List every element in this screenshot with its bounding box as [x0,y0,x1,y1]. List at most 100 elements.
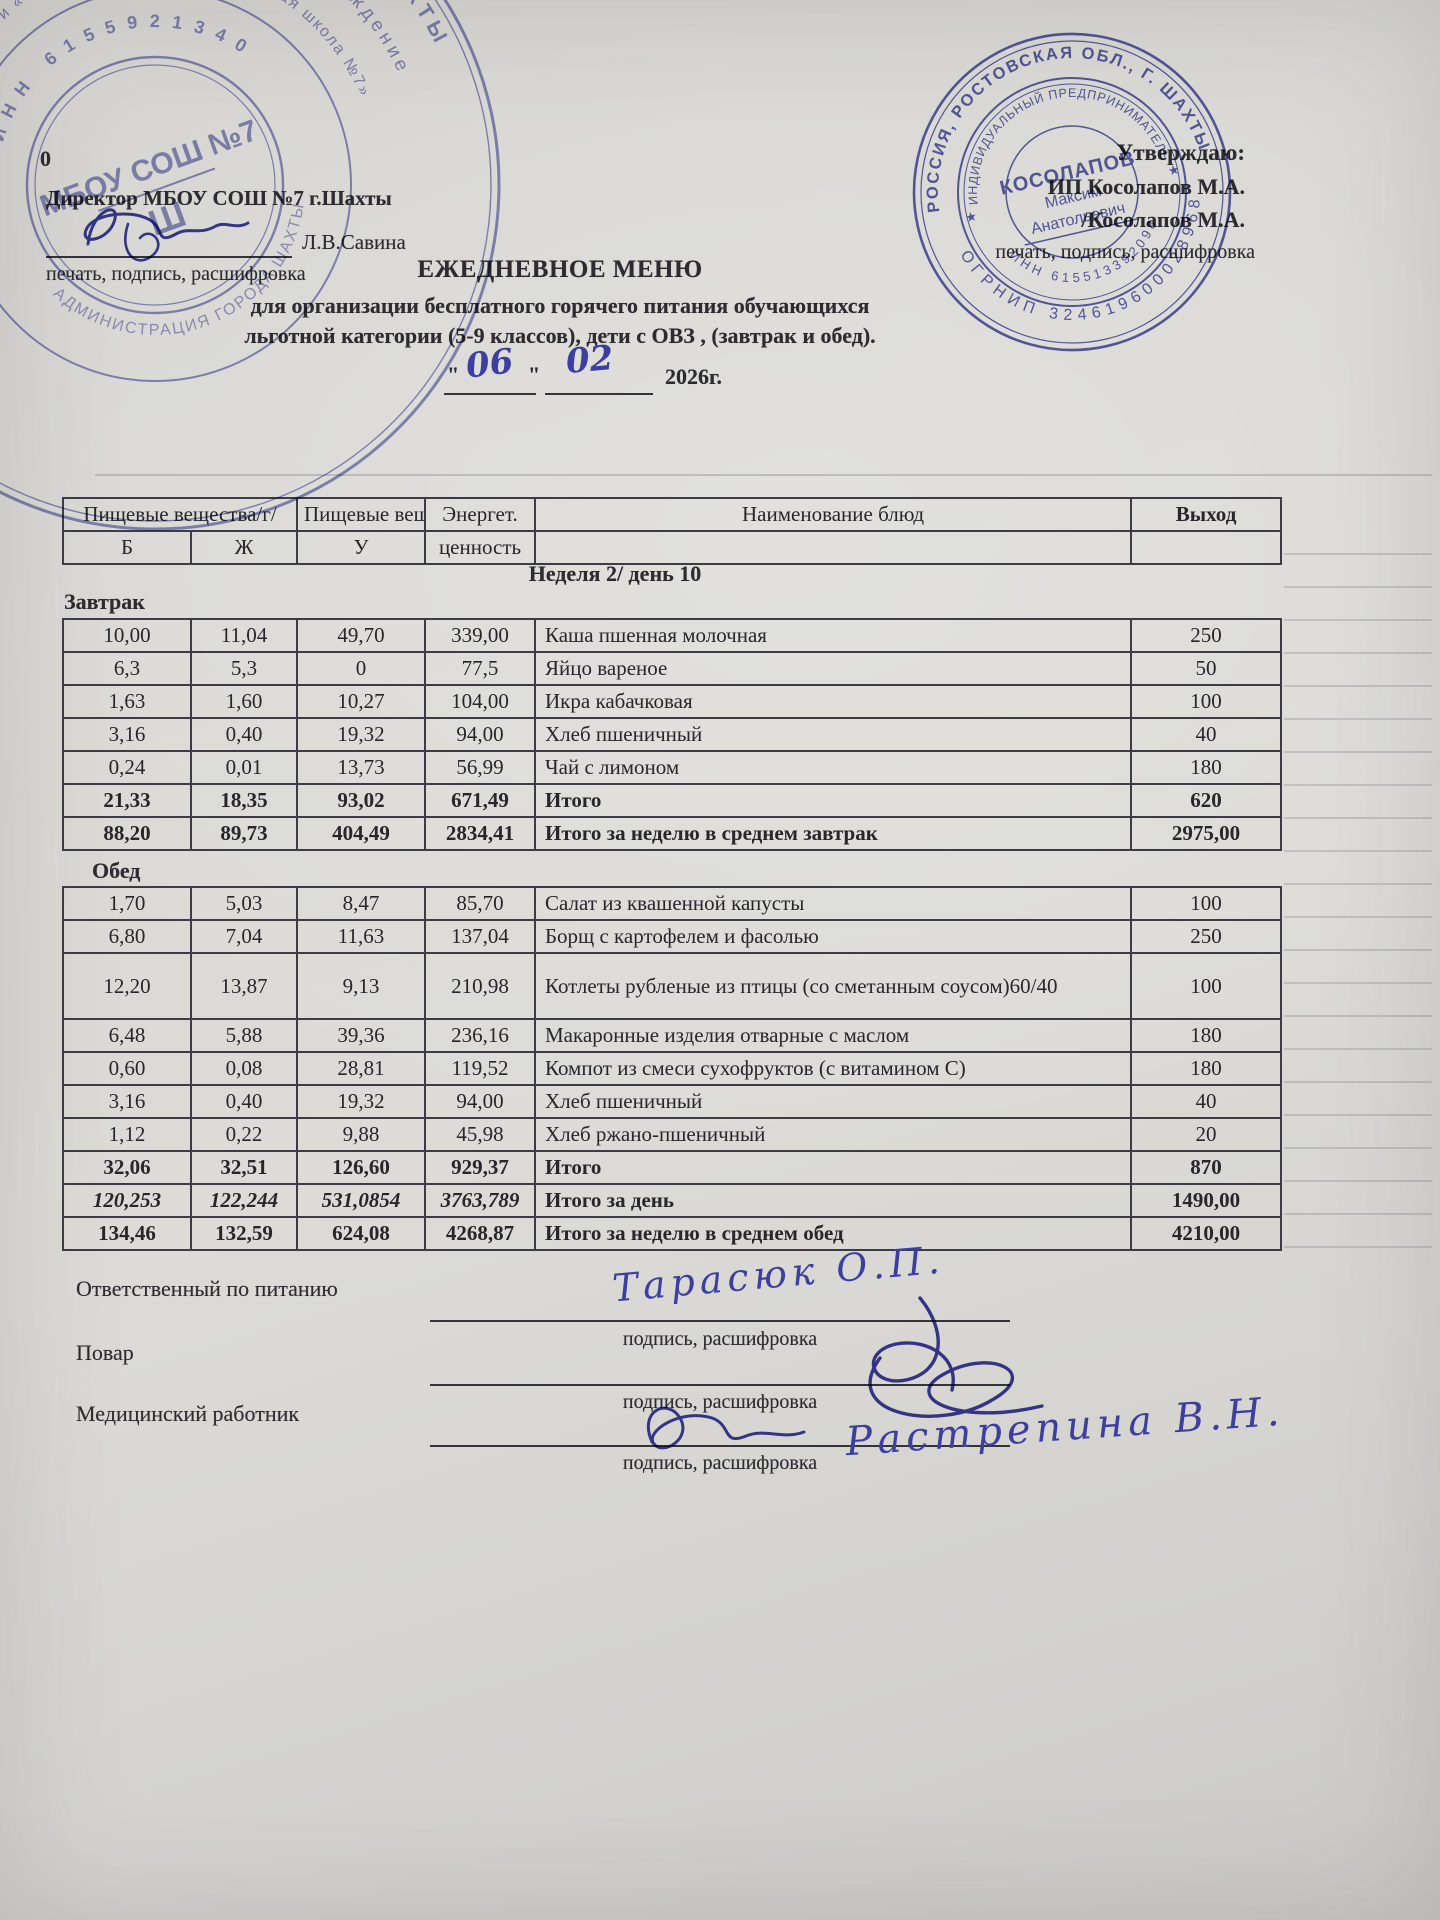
col-nutrients-cut: Пищевые вещества [296,497,427,532]
cell-fat: 0,40 [190,1084,298,1119]
table-row: 6,48 5,88 39,36 236,16 Макаронные издели… [62,1018,1282,1053]
stamp-emblem: Ш [143,193,191,244]
cell-fat: 0,08 [190,1051,298,1086]
cell-protein: 6,48 [62,1018,192,1053]
director-name: Л.В.Савина [302,230,406,254]
cell-dish-name: Салат из квашенной капусты [534,886,1132,921]
table-row: 0,60 0,08 28,81 119,52 Компот из смеси с… [62,1051,1282,1086]
cell-fat: 0,22 [190,1117,298,1152]
cell-carbs: 39,36 [296,1018,426,1053]
col-dish-empty [534,530,1133,565]
date-open-quote: " [447,362,460,387]
cell-fat: 5,3 [190,651,298,686]
doc-subtitle-2: льготной категории (5-9 классов), дети с… [244,323,876,348]
cell-protein: 0,24 [62,750,192,785]
table-row: 88,20 89,73 404,49 2834,41 Итого за неде… [62,816,1282,851]
cell-protein: 134,46 [62,1216,192,1251]
table-row: 1,63 1,60 10,27 104,00 Икра кабачковая 1… [62,684,1282,719]
cell-energy: 339,00 [424,618,536,653]
cell-protein: 88,20 [62,816,192,851]
responsible-caption: подпись, расшифровка [622,1328,818,1350]
date-close-quote: " [528,362,541,387]
cell-protein: 1,63 [62,684,192,719]
cell-energy: 137,04 [424,919,536,954]
cell-energy: 236,16 [424,1018,536,1053]
col-dish: Наименование блюд [534,497,1133,532]
cell-output: 40 [1130,717,1282,752]
cell-output: 4210,00 [1130,1216,1282,1251]
cell-protein: 0,60 [62,1051,192,1086]
approve-name-2: /Косолапов М.А. [1081,207,1245,232]
director-signature-icon [83,208,250,262]
lunch-label: Обед [92,858,141,883]
cook-caption: подпись, расшифровка [622,1391,818,1413]
cook-signature-line [430,1384,1010,1386]
cell-energy: 119,52 [424,1051,536,1086]
cell-carbs: 19,32 [296,717,426,752]
medic-signature-line [430,1445,1010,1447]
cell-fat: 11,04 [190,618,298,653]
table-row: 10,00 11,04 49,70 339,00 Каша пшенная мо… [62,618,1282,653]
cell-energy: 77,5 [424,651,536,686]
lunch-table: 1,70 5,03 8,47 85,70 Салат из квашенной … [62,886,1282,1251]
table-row: 6,3 5,3 0 77,5 Яйцо вареное 50 [62,651,1282,686]
cell-dish-name: Итого за день [534,1183,1132,1218]
cell-output: 870 [1130,1150,1282,1185]
table-row: 1,70 5,03 8,47 85,70 Салат из квашенной … [62,886,1282,921]
cell-output: 50 [1130,651,1282,686]
table-row: 3,16 0,40 19,32 94,00 Хлеб пшеничный 40 [62,1084,1282,1119]
cell-carbs: 531,0854 [296,1183,426,1218]
header-row-2: Б Ж У ценность [62,530,1283,565]
cell-carbs: 11,63 [296,919,426,954]
cell-fat: 5,03 [190,886,298,921]
cell-dish-name: Икра кабачковая [534,684,1132,719]
cell-output: 100 [1130,684,1282,719]
cell-dish-name: Хлеб пшеничный [534,717,1132,752]
cell-energy: 4268,87 [424,1216,536,1251]
cell-energy: 85,70 [424,886,536,921]
cell-carbs: 126,60 [296,1150,426,1185]
col-energy-1: Энергет. [424,497,537,532]
date-month-handwritten: 02 [564,338,615,382]
cell-protein: 1,70 [62,886,192,921]
approve-name-1: ИП Косолапов М.А. [1047,174,1245,199]
table-row: 6,80 7,04 11,63 137,04 Борщ с картофелем… [62,919,1282,954]
cell-dish-name: Борщ с картофелем и фасолью [534,919,1132,954]
entrepreneur-round-stamp-icon: РОССИЯ, РОСТОВСКАЯ ОБЛ., Г. ШАХТЫ ОГРНИП… [895,15,1232,352]
cell-protein: 6,3 [62,651,192,686]
cell-output: 180 [1130,1051,1282,1086]
cell-dish-name: Котлеты рубленые из птицы (со сметанным … [534,952,1132,1020]
cell-carbs: 0 [296,651,426,686]
col-u: У [296,530,427,565]
cell-dish-name: Итого за неделю в среднем обед [534,1216,1132,1251]
cell-fat: 0,40 [190,717,298,752]
cell-fat: 89,73 [190,816,298,851]
cell-carbs: 10,27 [296,684,426,719]
cell-fat: 7,04 [190,919,298,954]
date-day-line [444,393,536,395]
cell-carbs: 404,49 [296,816,426,851]
cell-carbs: 19,32 [296,1084,426,1119]
director-title: Директор МБОУ СОШ №7 г.Шахты [46,186,392,210]
cell-output: 1490,00 [1130,1183,1282,1218]
cell-output: 40 [1130,1084,1282,1119]
footer-signatures-icon [646,1296,1044,1450]
cell-protein: 32,06 [62,1150,192,1185]
cell-dish-name: Итого за неделю в среднем завтрак [534,816,1132,851]
cell-protein: 1,12 [62,1117,192,1152]
col-out-empty [1130,530,1283,565]
cell-carbs: 8,47 [296,886,426,921]
week-day-banner: Неделя 2/ день 10 [528,561,702,586]
medic-label: Медицинский работник [76,1401,300,1426]
col-energy-2: ценность [424,530,537,565]
cell-protein: 3,16 [62,717,192,752]
cell-fat: 18,35 [190,783,298,818]
cell-output: 100 [1130,952,1282,1020]
cell-output: 20 [1130,1117,1282,1152]
cell-carbs: 624,08 [296,1216,426,1251]
cell-dish-name: Хлеб пшеничный [534,1084,1132,1119]
responsible-signature-line [430,1320,1010,1322]
cell-energy: 56,99 [424,750,536,785]
cell-carbs: 9,13 [296,952,426,1020]
